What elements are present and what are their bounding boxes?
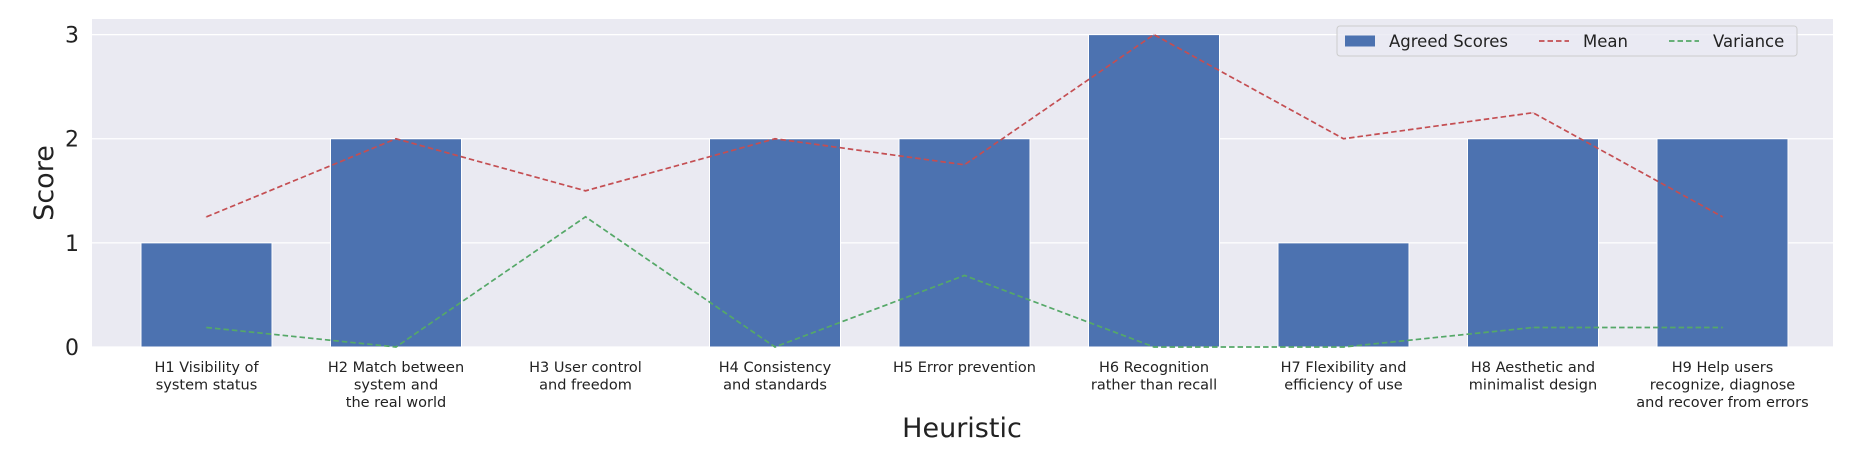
bar-9 [1656, 138, 1789, 348]
x-tick-label: H1 Visibility of system status [154, 360, 259, 394]
series-lines [205, 33, 1724, 348]
x-tick-label: H6 Recognition rather than recall [1091, 360, 1217, 394]
legend-label-variance: Variance [1713, 32, 1784, 51]
bar-1 [140, 242, 273, 348]
point-mean-1 [205, 215, 208, 218]
point-mean-9 [1721, 215, 1724, 218]
x-tick-label: H9 Help users recognize, diagnose and reco… [1636, 360, 1808, 411]
y-tick-label: 3 [65, 24, 79, 49]
legend-swatch-agreed-scores [1345, 35, 1375, 47]
bar-7 [1277, 242, 1410, 348]
point-mean-2 [395, 137, 397, 140]
y-axis-label: Score [29, 145, 60, 221]
point-variance-7 [1342, 346, 1345, 348]
x-tick-labels: H1 Visibility of system status H2 Match be… [154, 360, 1808, 411]
point-variance-8 [1532, 326, 1534, 329]
y-tick-label: 1 [65, 232, 79, 257]
bar-4 [709, 138, 841, 348]
y-tick-label: 2 [65, 128, 79, 153]
legend-label-agreed-scores: Agreed Scores [1389, 32, 1508, 51]
point-variance-9 [1721, 326, 1724, 329]
x-tick-label: H5 Error prevention [893, 360, 1036, 376]
bar-6 [1088, 34, 1220, 348]
bar-5 [898, 138, 1031, 348]
bar-8 [1467, 138, 1599, 348]
point-variance-4 [774, 346, 776, 348]
point-variance-5 [963, 274, 966, 277]
point-mean-6 [1153, 33, 1155, 36]
x-axis-label: Heuristic [902, 413, 1022, 444]
bars [140, 34, 1789, 348]
point-variance-1 [205, 326, 208, 329]
series-line-variance [206, 215, 1723, 348]
x-tick-label: H4 Consistency and standards [719, 360, 832, 394]
bar-2 [330, 138, 462, 348]
point-mean-8 [1532, 111, 1534, 114]
point-mean-5 [963, 163, 966, 166]
point-variance-3 [584, 215, 587, 218]
x-tick-label: H3 User control and freedom [529, 360, 642, 394]
point-mean-3 [584, 189, 587, 192]
point-variance-2 [395, 346, 397, 348]
series-line-mean [206, 33, 1723, 218]
x-tick-label: H2 Match between system and the real world [328, 360, 464, 411]
y-tick-label: 0 [65, 336, 79, 361]
legend: Agreed Scores Mean Variance [1336, 25, 1798, 57]
point-variance-6 [1153, 346, 1155, 348]
x-tick-label: H8 Aesthetic and minimalist design [1469, 360, 1597, 394]
point-mean-7 [1342, 137, 1345, 140]
legend-label-mean: Mean [1583, 32, 1628, 51]
x-tick-label: H7 Flexibility and efficiency of use [1281, 360, 1407, 394]
y-tick-labels: 0 1 2 3 [65, 24, 79, 361]
point-mean-4 [774, 137, 776, 140]
